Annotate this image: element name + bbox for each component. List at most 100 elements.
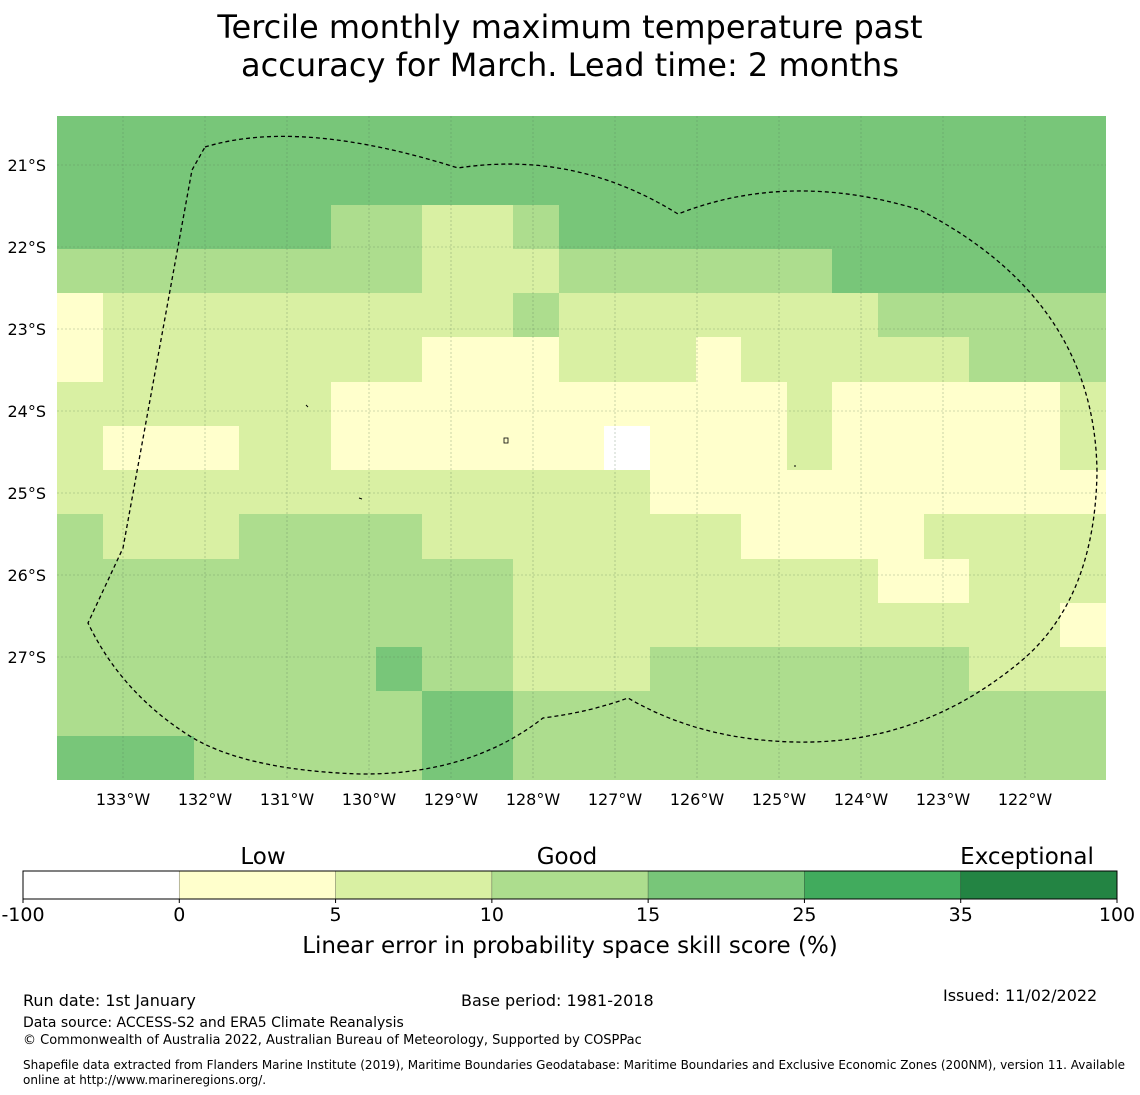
grid-cell [650, 647, 696, 691]
grid-cell [604, 559, 650, 603]
grid-cell [57, 647, 103, 691]
grid-cell [376, 293, 422, 337]
grid-cell [1015, 382, 1060, 426]
grid-cell [376, 160, 422, 205]
grid-cell [559, 647, 604, 691]
longitude-label: 122°W [998, 790, 1053, 809]
grid-cell [1015, 736, 1060, 780]
grid-cell [1060, 293, 1106, 337]
grid-cell [148, 116, 194, 160]
copyright: © Commonwealth of Australia 2022, Austra… [23, 1033, 642, 1048]
colorbar-segment [178, 870, 336, 900]
grid-cell [103, 691, 148, 736]
grid-cell [194, 337, 239, 382]
grid-cell [924, 470, 969, 514]
colorbar-segment [804, 870, 962, 900]
grid-cell [422, 249, 467, 293]
grid-cell [1060, 514, 1106, 559]
grid-cell [832, 337, 878, 382]
island-mark [305, 404, 309, 408]
grid-cell [1015, 647, 1060, 691]
grid-cell [1015, 514, 1060, 559]
grid-cell [832, 293, 878, 337]
grid-cell [924, 736, 969, 780]
grid-cell [376, 647, 422, 691]
grid-cell [513, 647, 559, 691]
latitude-label: 23°S [7, 320, 46, 339]
grid-cell [57, 603, 103, 647]
grid-cell [422, 603, 467, 647]
grid-cell [1060, 160, 1106, 205]
grid-cell [331, 116, 376, 160]
grid-cell [604, 382, 650, 426]
grid-cell [787, 470, 832, 514]
map-title: Tercile monthly maximum temperature past… [0, 8, 1140, 84]
colorbar-tick-label: 5 [330, 904, 342, 926]
grid-cell [376, 116, 422, 160]
grid-cell [467, 116, 513, 160]
grid-cell [559, 736, 604, 780]
grid-cell [467, 691, 513, 736]
grid-cell [1060, 426, 1106, 470]
grid-cell [787, 116, 832, 160]
latitude-label: 21°S [7, 156, 46, 175]
grid-cell [376, 249, 422, 293]
grid-cell [194, 691, 239, 736]
longitude-label: 132°W [178, 790, 233, 809]
grid-cell [285, 647, 331, 691]
grid-cell [787, 603, 832, 647]
grid-cell [559, 426, 604, 470]
grid-cell [331, 160, 376, 205]
grid-cell [604, 205, 650, 249]
grid-cell [1015, 293, 1060, 337]
grid-cell [513, 736, 559, 780]
colorbar-category-low: Low [240, 844, 285, 870]
grid-cell [285, 691, 331, 736]
grid-cell [696, 426, 741, 470]
grid-cell [1015, 426, 1060, 470]
grid-cell [696, 249, 741, 293]
grid-cell [57, 736, 103, 780]
longitude-label: 124°W [834, 790, 889, 809]
grid-cell [467, 736, 513, 780]
grid-cell [878, 293, 924, 337]
grid-cell [832, 470, 878, 514]
grid-cell [604, 647, 650, 691]
grid-cell [787, 426, 832, 470]
grid-cell [103, 249, 148, 293]
grid-cell [650, 116, 696, 160]
grid-cell [422, 426, 467, 470]
grid-cell [1060, 116, 1106, 160]
island-mark [503, 437, 509, 444]
latitude-label: 25°S [7, 484, 46, 503]
grid-cell [1060, 691, 1106, 736]
grid-cell [604, 736, 650, 780]
grid-cell [331, 559, 376, 603]
grid-cell [239, 603, 285, 647]
grid-cell [559, 116, 604, 160]
grid-cell [832, 205, 878, 249]
grid-cell [194, 559, 239, 603]
grid-cell [696, 691, 741, 736]
grid-cell [741, 647, 787, 691]
grid-cell [513, 249, 559, 293]
grid-cell [924, 647, 969, 691]
grid-cell [969, 337, 1015, 382]
grid-cell [878, 116, 924, 160]
grid-cell [239, 382, 285, 426]
grid-cell [969, 470, 1015, 514]
grid-cell [331, 426, 376, 470]
grid-cell [604, 470, 650, 514]
grid-cell [513, 426, 559, 470]
grid-cell [741, 559, 787, 603]
grid-cell [787, 205, 832, 249]
grid-cell [787, 293, 832, 337]
grid-cell [1060, 249, 1106, 293]
grid-cell [924, 337, 969, 382]
grid-cell [696, 116, 741, 160]
grid-cell [969, 691, 1015, 736]
colorbar-tick-label: 100 [1099, 904, 1135, 926]
grid-cell [467, 470, 513, 514]
longitude-label: 125°W [752, 790, 807, 809]
longitude-label: 129°W [424, 790, 479, 809]
